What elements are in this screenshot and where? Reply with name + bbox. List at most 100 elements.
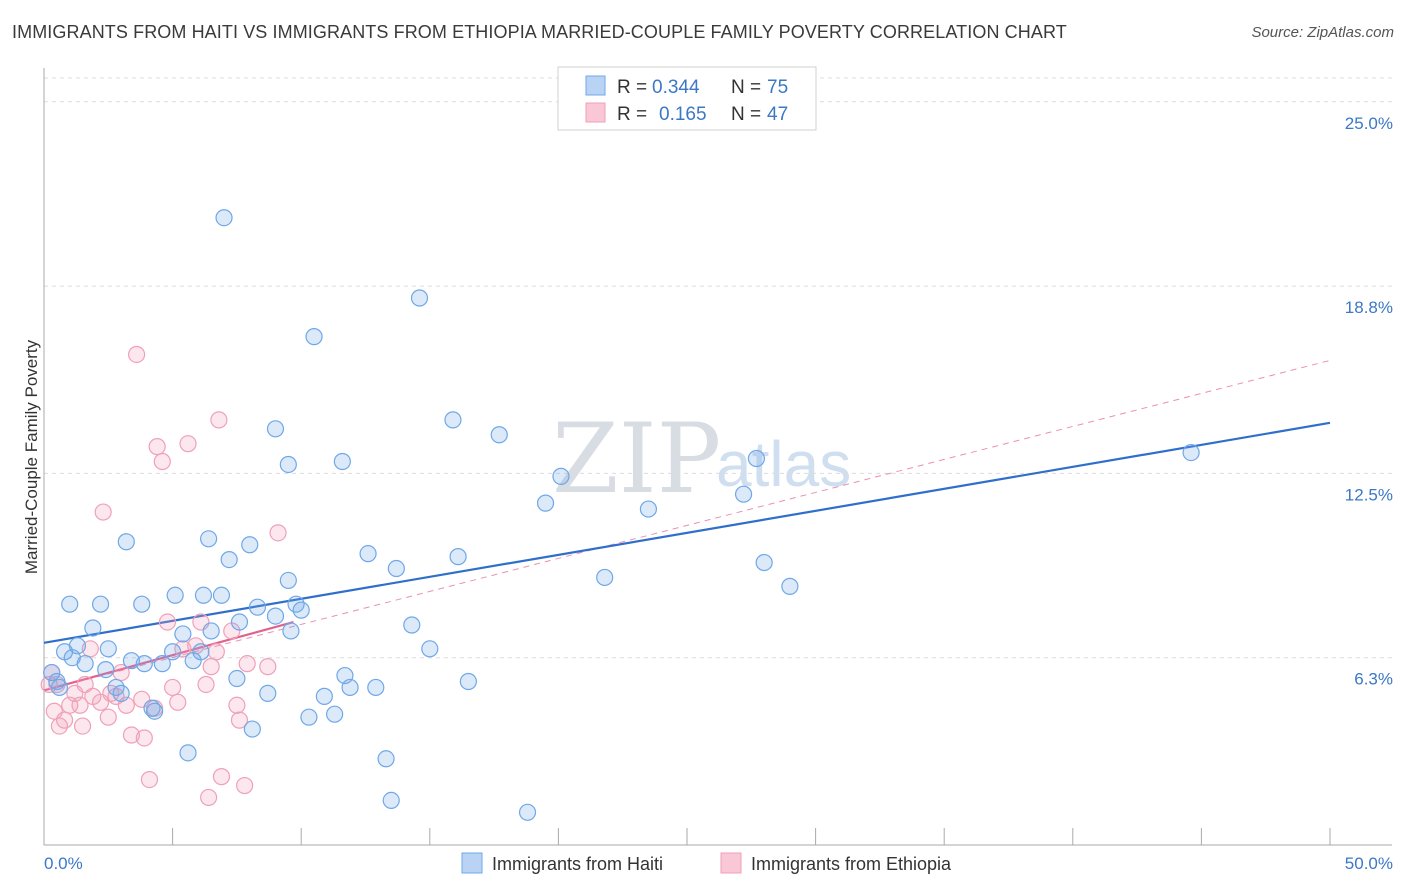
haiti-point [228,669,246,688]
source-credit: Source: ZipAtlas.com [1251,24,1394,41]
haiti-point [315,687,333,705]
haiti-point [300,708,318,726]
ethiopia-point [148,438,166,456]
haiti-point [279,455,297,474]
legend-r-value-ethiopia: 0.165 [659,104,707,125]
haiti-point [50,678,69,697]
haiti-point [243,720,261,738]
ethiopia-point [202,658,220,676]
bottom-legend-swatch-haiti [461,852,483,874]
ethiopia-point [127,345,146,364]
haiti-point [194,586,213,604]
haiti-point [639,500,658,518]
haiti-point [112,684,130,702]
haiti-point [202,622,220,640]
ethiopia-point [153,452,171,471]
ethiopia-point [230,711,249,729]
x-tick-label: 0.0% [44,854,83,873]
ethiopia-point [164,678,182,697]
y-tick-label: 12.5% [1345,485,1393,504]
ethiopia-trend-line [43,620,294,692]
x-tick-label: 50.0% [1345,854,1393,873]
haiti-point [166,586,184,604]
ethiopia-trend-extension [43,359,1331,691]
haiti-point [174,625,192,643]
axes [43,68,1392,846]
haiti-point [91,595,110,613]
ethiopia-point [73,717,92,735]
haiti-point [444,411,462,429]
ethiopia-point [200,788,218,807]
legend-n-label-haiti: N = [731,77,761,98]
legend-swatch-ethiopia [585,102,606,123]
haiti-point [97,661,115,679]
haiti-point [781,577,799,595]
haiti-point [143,699,161,717]
haiti-point [43,663,61,682]
haiti-point [241,536,259,554]
ethiopia-point [169,693,187,711]
haiti-point [266,607,285,625]
haiti-point [382,791,400,810]
haiti-point [292,601,310,619]
haiti-point [76,655,94,673]
ethiopia-point [210,411,228,429]
haiti-point [552,467,570,485]
haiti-trend-line [43,421,1331,644]
haiti-point [403,616,421,634]
ethiopia-point [174,640,192,658]
y-tick-labels: 6.3% 12.5% 18.8% 25.0% [1345,114,1393,689]
series-legend: Immigrants from Haiti Immigrants from Et… [461,852,952,874]
bottom-legend-label-haiti: Immigrants from Haiti [492,854,663,874]
haiti-point [282,622,300,640]
gridlines [44,77,1392,659]
haiti-point [220,551,238,569]
trend-lines [43,359,1331,692]
haiti-point [248,598,267,616]
ethiopia-point [140,770,159,789]
haiti-point [518,803,537,821]
y-tick-label: 25.0% [1345,114,1393,133]
haiti-point [192,643,210,661]
haiti-point [212,586,231,604]
ethiopia-point [269,524,287,542]
ethiopia-point [76,675,94,694]
haiti-point [341,678,359,697]
watermark-atlas: atlas [716,428,851,500]
haiti-point [279,571,297,590]
ethiopia-point [71,696,89,714]
haiti-point [133,595,151,613]
ethiopia-point [135,729,153,747]
haiti-point [490,426,508,444]
ethiopia-point [238,655,256,673]
y-tick-label: 6.3% [1354,670,1393,689]
ethiopia-point [212,768,231,786]
haiti-point [117,533,135,551]
haiti-point [421,640,439,658]
haiti-point [536,494,555,512]
ethiopia-point [197,675,215,694]
ethiopia-point [55,711,74,729]
ethiopia-point [99,708,117,726]
haiti-point [259,684,277,702]
y-axis-label: Married-Couple Family Poverty [22,339,41,574]
haiti-point [305,328,323,346]
ethiopia-point [236,776,254,795]
haiti-point [164,643,182,661]
haiti-point [122,652,141,670]
legend-swatch-haiti [585,75,606,96]
haiti-point [333,452,351,471]
haiti-point [1182,443,1200,462]
ethiopia-point [158,613,177,631]
watermark-zip: ZIP [552,403,721,515]
x-tick-labels: 0.0% 50.0% [44,854,1393,873]
bottom-legend-label-ethiopia: Immigrants from Ethiopia [751,854,952,874]
ethiopia-point [122,726,141,744]
haiti-point [200,530,218,548]
haiti-point [734,485,753,503]
haiti-point [179,744,197,762]
ethiopia-point [94,503,112,521]
haiti-point [99,640,117,658]
ethiopia-point [259,658,277,676]
